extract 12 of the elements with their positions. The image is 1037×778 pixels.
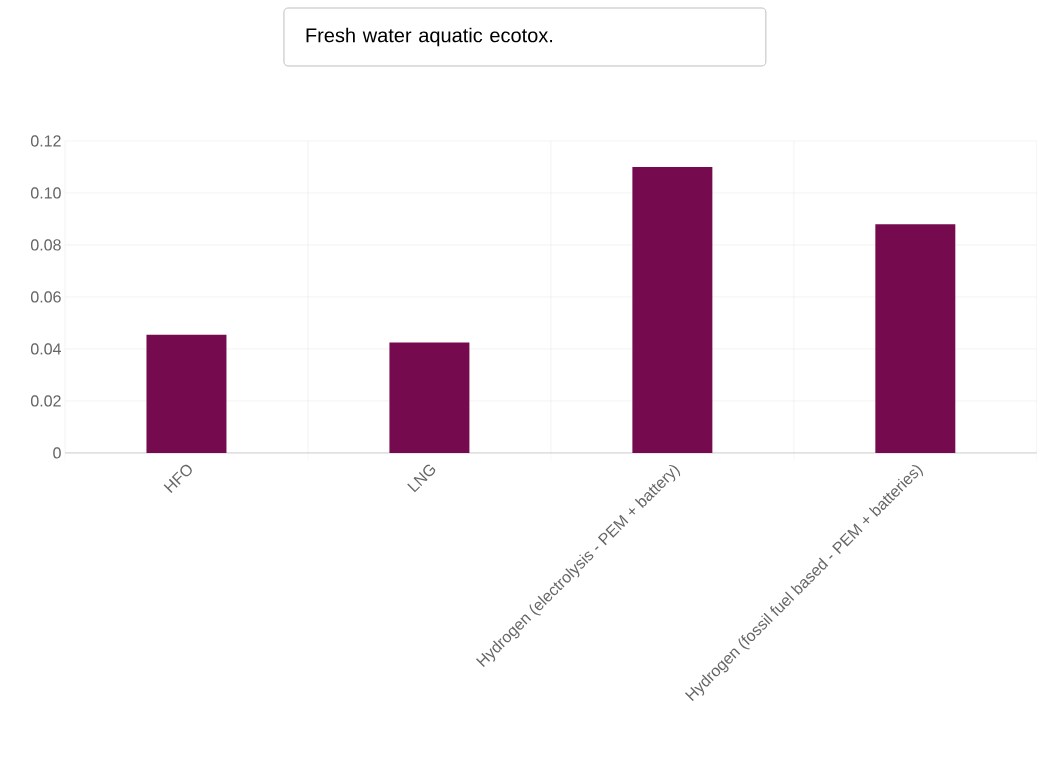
- bar: [389, 342, 470, 453]
- y-tick-label: 0.08: [30, 239, 61, 251]
- y-tick-label: 0.12: [30, 135, 61, 147]
- chart-title: Fresh water aquatic ecotox.: [306, 27, 553, 47]
- bar: [875, 224, 956, 453]
- y-tick-label: 0.10: [30, 187, 61, 199]
- bar: [632, 167, 713, 453]
- y-tick-label: 0.02: [30, 395, 61, 407]
- bar: [146, 334, 227, 453]
- y-tick-label: 0.06: [30, 291, 61, 303]
- y-tick-label: 0.04: [30, 343, 62, 355]
- y-tick-label: 0: [53, 447, 61, 459]
